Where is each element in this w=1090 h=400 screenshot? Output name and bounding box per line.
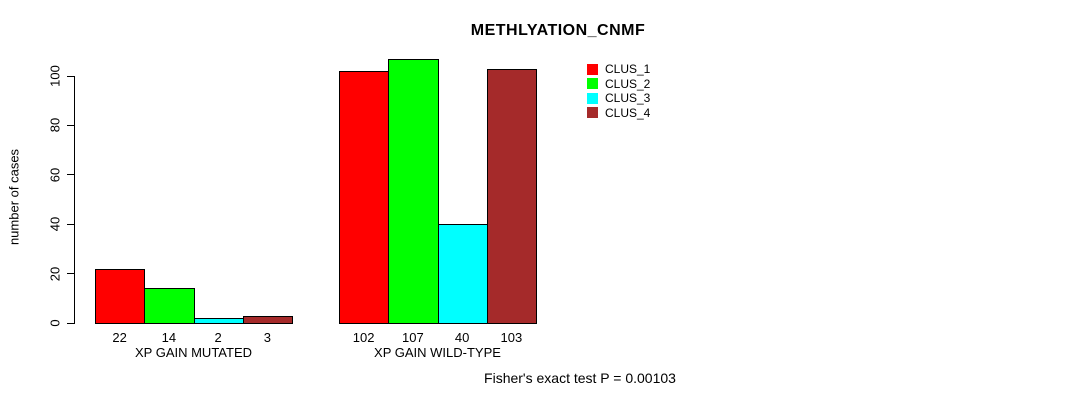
legend-swatch-clus_1 (587, 63, 598, 75)
legend-label: CLUS_2 (605, 76, 651, 91)
bar-value-label: 2 (214, 330, 222, 345)
y-tick-label: 100 (47, 65, 63, 87)
legend-item-clus_2: CLUS_2 (587, 77, 650, 92)
legend-label: CLUS_1 (605, 62, 651, 77)
bar-clus_2-2 (388, 58, 439, 324)
bar-value-label: 102 (352, 330, 375, 345)
legend-swatch-clus_2 (587, 78, 598, 90)
bar-clus_3-1 (193, 318, 244, 324)
y-axis-label: number of cases (6, 148, 22, 246)
legend-swatch-clus_4 (587, 107, 598, 119)
y-axis-tick (67, 273, 75, 275)
y-tick-label: 80 (47, 118, 63, 133)
group-label: XP GAIN WILD-TYPE (374, 345, 501, 360)
y-axis-tick (67, 124, 75, 126)
bar-clus_3-2 (437, 224, 488, 324)
bar-clus_2-1 (144, 288, 195, 324)
y-axis-tick (67, 223, 75, 225)
y-tick-label: 60 (47, 167, 63, 183)
legend-label: CLUS_3 (605, 91, 651, 106)
legend-item-clus_3: CLUS_3 (587, 91, 650, 106)
group-label: XP GAIN MUTATED (134, 345, 253, 360)
bar-value-label: 40 (454, 330, 470, 345)
bar-clus_4-2 (486, 68, 537, 324)
bar-value-label: 14 (161, 330, 177, 345)
legend-swatch-clus_3 (587, 92, 598, 104)
legend-item-clus_1: CLUS_1 (587, 62, 650, 77)
legend: CLUS_1 CLUS_2 CLUS_3 CLUS_4 (587, 62, 650, 120)
y-axis-line (74, 76, 75, 323)
y-axis-tick (67, 75, 75, 77)
chart-title: METHLYATION_CNMF (470, 22, 646, 39)
footer-note: Fisher's exact test P = 0.00103 (484, 370, 676, 386)
bar-value-label: 103 (500, 330, 523, 345)
y-axis-tick (67, 322, 75, 324)
y-tick-label: 20 (47, 266, 63, 281)
bar-value-label: 107 (402, 330, 424, 345)
y-tick-label: 40 (47, 216, 63, 232)
legend-label: CLUS_4 (605, 105, 651, 120)
bar-value-label: 3 (263, 330, 271, 345)
bar-clus_4-1 (242, 315, 293, 324)
bar-clus_1-2 (339, 71, 390, 324)
y-tick-label: 0 (47, 319, 63, 327)
legend-item-clus_4: CLUS_4 (587, 106, 650, 121)
y-axis-tick (67, 174, 75, 176)
bar-value-label: 22 (112, 330, 127, 345)
bar-clus_1-1 (95, 268, 146, 324)
